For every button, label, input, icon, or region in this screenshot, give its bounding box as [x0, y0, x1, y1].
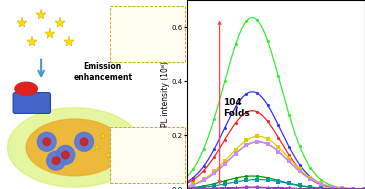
Text: GFP
chromo.: GFP chromo.	[138, 29, 158, 40]
Text: Emission
enhancement: Emission enhancement	[73, 62, 132, 81]
Circle shape	[62, 151, 69, 159]
FancyBboxPatch shape	[13, 93, 50, 113]
Circle shape	[43, 138, 50, 146]
Circle shape	[75, 132, 93, 151]
Y-axis label: PL intensity (10⁸): PL intensity (10⁸)	[161, 62, 170, 127]
Circle shape	[80, 138, 88, 146]
Circle shape	[37, 132, 56, 151]
Circle shape	[47, 151, 65, 170]
FancyBboxPatch shape	[110, 127, 185, 183]
Ellipse shape	[26, 119, 123, 176]
Circle shape	[56, 146, 75, 164]
Ellipse shape	[15, 82, 37, 95]
FancyBboxPatch shape	[110, 6, 185, 62]
Text: 104
Folds: 104 Folds	[223, 98, 250, 118]
Ellipse shape	[7, 108, 142, 187]
Text: β-CD
complex: β-CD complex	[137, 149, 158, 160]
Circle shape	[52, 157, 60, 164]
